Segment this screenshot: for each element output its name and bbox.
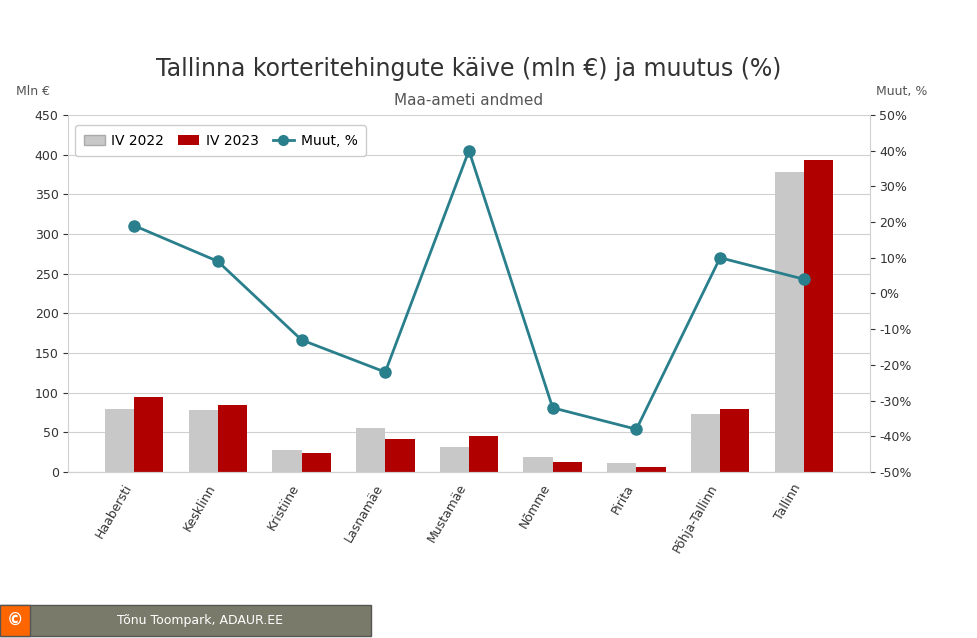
Bar — [189, 410, 218, 472]
Bar — [775, 172, 804, 472]
Bar — [134, 397, 163, 472]
Text: Maa-ameti andmed: Maa-ameti andmed — [395, 93, 543, 108]
Line: Muut, %: Muut, % — [129, 145, 809, 435]
Muut, % — [379, 368, 391, 376]
Text: Tõnu Toompark, ADAUR.EE: Tõnu Toompark, ADAUR.EE — [117, 614, 283, 627]
Muut, % — [798, 276, 810, 283]
Bar — [356, 429, 385, 472]
Legend: IV 2022, IV 2023, Muut, %: IV 2022, IV 2023, Muut, % — [75, 125, 365, 156]
Muut, % — [296, 336, 308, 344]
Bar — [691, 414, 720, 472]
Bar — [105, 408, 134, 472]
Bar — [524, 457, 553, 472]
Text: ©: © — [7, 611, 23, 630]
Bar — [302, 453, 331, 472]
Bar — [553, 462, 582, 472]
Text: Mln €: Mln € — [16, 85, 50, 98]
Bar — [720, 408, 749, 472]
Bar — [636, 466, 665, 472]
Text: Muut, %: Muut, % — [876, 85, 928, 98]
Muut, % — [463, 147, 475, 154]
Muut, % — [547, 404, 559, 412]
Bar — [469, 436, 498, 472]
Bar — [273, 450, 302, 472]
Bar — [218, 404, 247, 472]
Bar — [440, 447, 469, 472]
Bar — [804, 160, 833, 472]
FancyBboxPatch shape — [0, 605, 29, 636]
FancyBboxPatch shape — [0, 605, 371, 636]
Title: Tallinna korteritehingute käive (mln €) ja muutus (%): Tallinna korteritehingute käive (mln €) … — [156, 57, 782, 81]
Bar — [607, 463, 636, 472]
Muut, % — [212, 258, 224, 265]
Muut, % — [714, 254, 726, 262]
Muut, % — [128, 222, 140, 230]
Bar — [385, 439, 414, 472]
Muut, % — [630, 426, 642, 433]
